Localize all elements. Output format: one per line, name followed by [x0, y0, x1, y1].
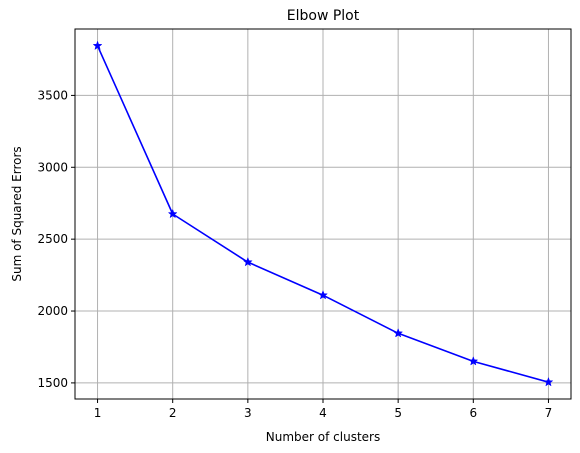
data-point-marker	[92, 40, 103, 51]
y-tick-label: 2000	[37, 304, 68, 318]
data-point-marker	[318, 290, 328, 300]
data-point-marker	[242, 256, 253, 267]
x-tick-label: 6	[469, 406, 477, 420]
x-tick-label: 4	[319, 406, 327, 420]
y-tick-label: 3000	[37, 160, 68, 174]
x-tick-label: 1	[94, 406, 102, 420]
axis-ticks: 1 2 3 4 5 6 7 1500 2000 2500 3000 3500	[37, 88, 552, 420]
data-point-marker	[393, 328, 404, 338]
x-tick-label: 5	[394, 406, 402, 420]
series-marker-layer	[92, 40, 554, 387]
data-point-marker	[543, 376, 554, 387]
chart-title: Elbow Plot	[287, 8, 360, 24]
y-axis-title: Sum of Squared Errors	[10, 146, 24, 281]
y-tick-label: 3500	[37, 88, 68, 102]
y-tick-label: 2500	[37, 232, 68, 246]
x-tick-label: 2	[169, 406, 177, 420]
data-point-marker	[167, 208, 178, 219]
x-axis-title: Number of clusters	[266, 430, 380, 444]
grid-lines	[75, 29, 571, 399]
x-tick-label: 7	[545, 406, 553, 420]
data-point-marker	[468, 356, 479, 366]
y-tick-label: 1500	[37, 376, 68, 390]
x-tick-label: 3	[244, 406, 252, 420]
